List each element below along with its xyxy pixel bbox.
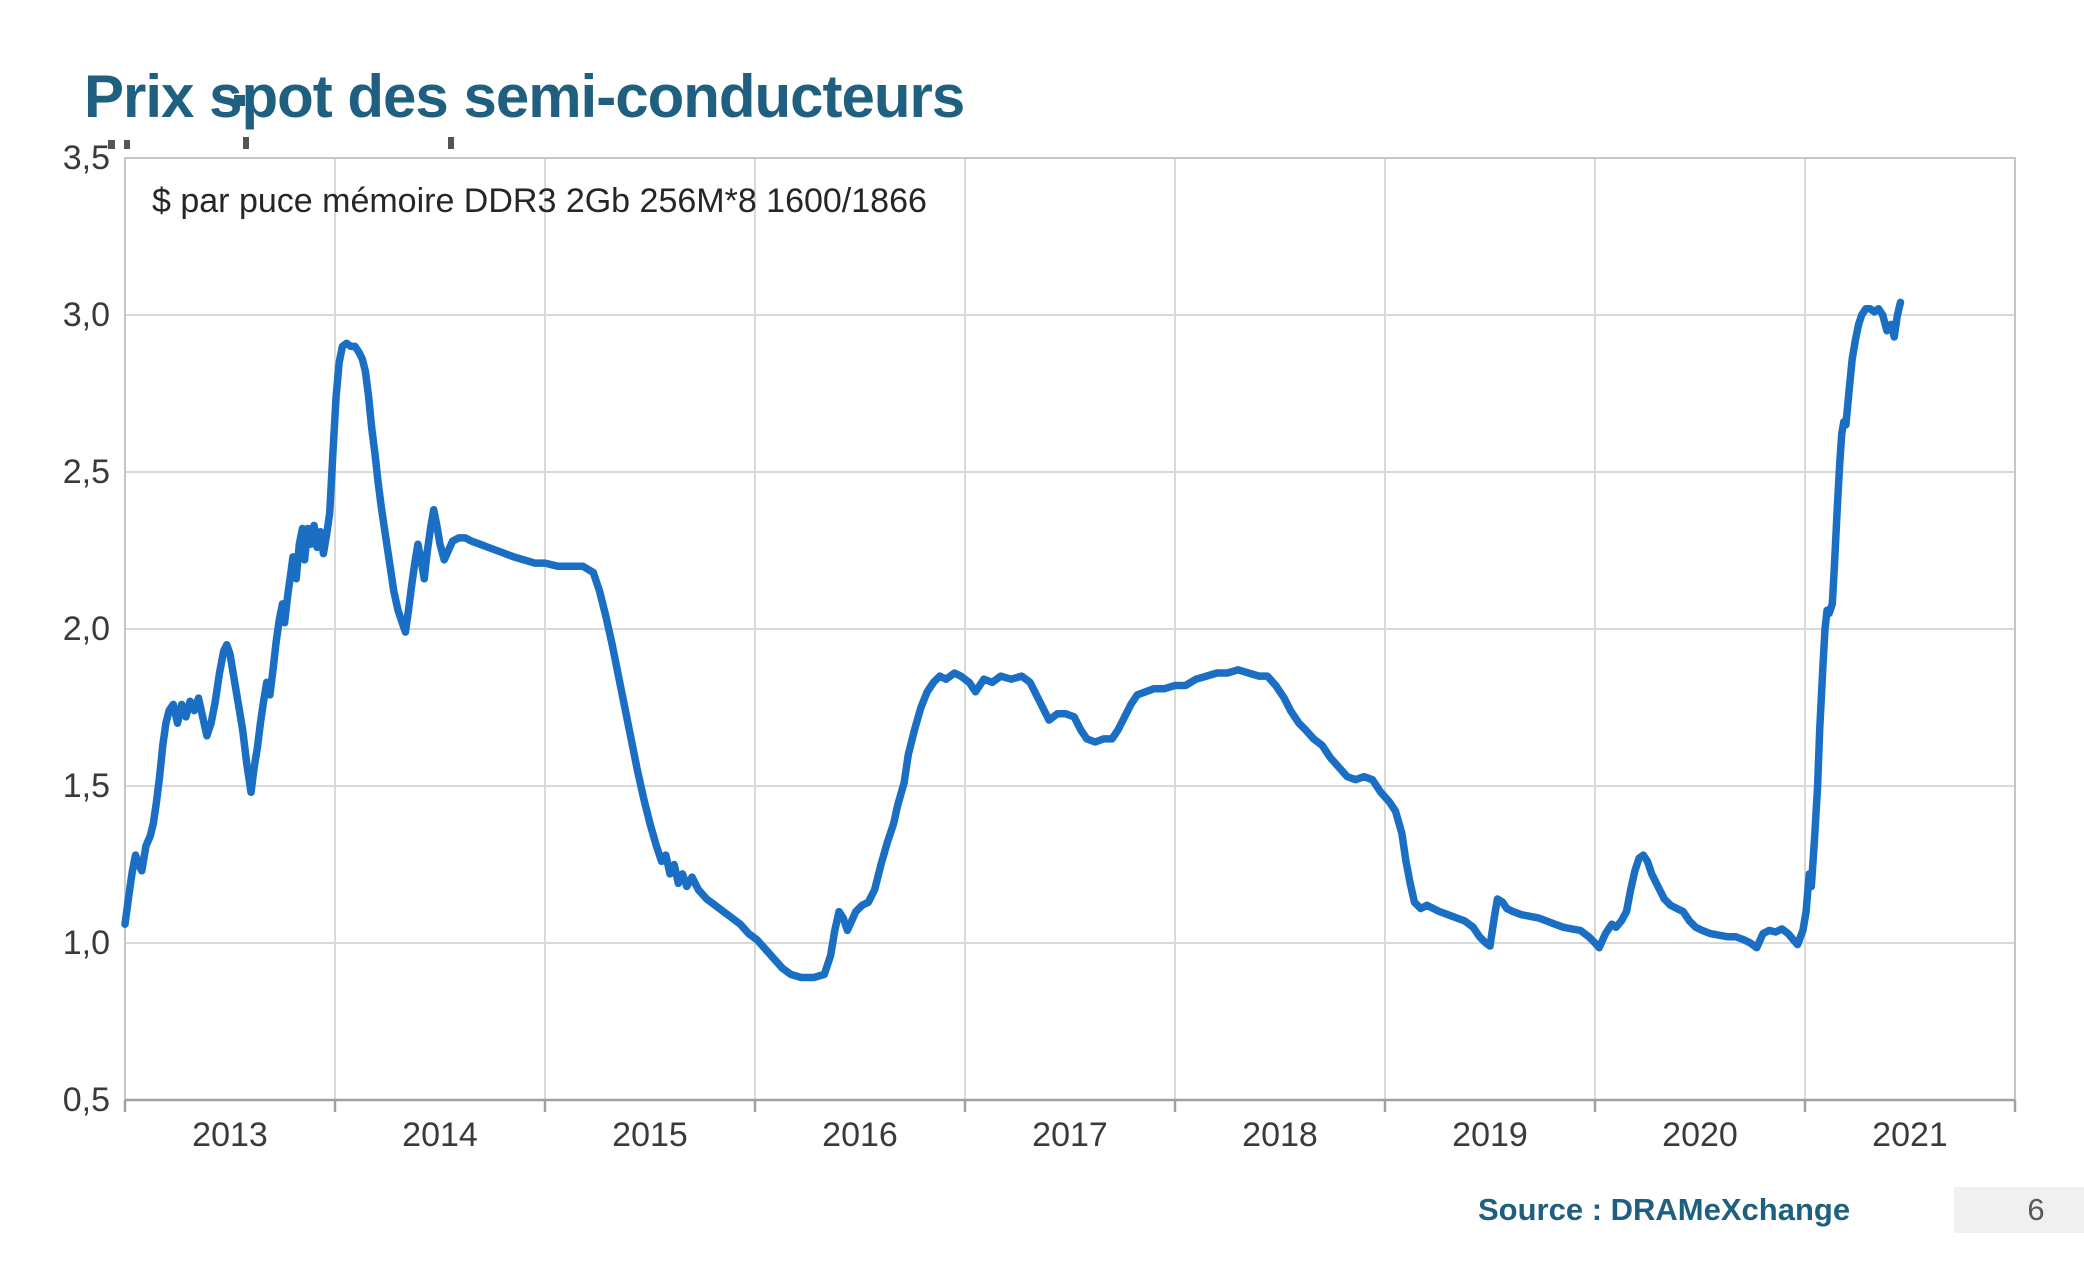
x-axis-tick-label: 2018	[1242, 1116, 1318, 1154]
x-axis-tick-label: 2016	[822, 1116, 898, 1154]
clipped-text-fragment	[108, 140, 115, 149]
x-axis-tick-label: 2020	[1662, 1116, 1738, 1154]
page-number-badge: 6	[1954, 1187, 2084, 1233]
x-axis-tick-label: 2014	[402, 1116, 478, 1154]
clipped-text-fragment	[124, 140, 130, 149]
x-axis-tick-label: 2019	[1452, 1116, 1528, 1154]
y-axis-tick-label: 1,0	[62, 924, 110, 962]
x-axis-tick-label: 2021	[1872, 1116, 1948, 1154]
chart-annotation: $ par puce mémoire DDR3 2Gb 256M*8 1600/…	[152, 182, 927, 220]
clipped-text-fragment	[234, 95, 245, 106]
page-title: Prix spot des semi-conducteurs	[84, 63, 965, 131]
clipped-text-fragment	[448, 137, 454, 149]
page-number: 6	[2027, 1192, 2045, 1227]
y-axis-tick-label: 3,0	[62, 296, 110, 334]
y-axis-tick-label: 1,5	[62, 767, 110, 805]
x-axis-tick-label: 2017	[1032, 1116, 1108, 1154]
source-label: Source : DRAMeXchange	[1478, 1192, 1851, 1227]
clipped-text-fragment	[243, 137, 249, 149]
y-axis-tick-label: 0,5	[62, 1081, 110, 1119]
x-axis-tick-label: 2015	[612, 1116, 688, 1154]
x-axis-tick-label: 2013	[192, 1116, 268, 1154]
y-axis-tick-label: 3,5	[62, 139, 110, 177]
y-axis-tick-label: 2,0	[62, 610, 110, 648]
y-axis-tick-label: 2,5	[62, 453, 110, 491]
